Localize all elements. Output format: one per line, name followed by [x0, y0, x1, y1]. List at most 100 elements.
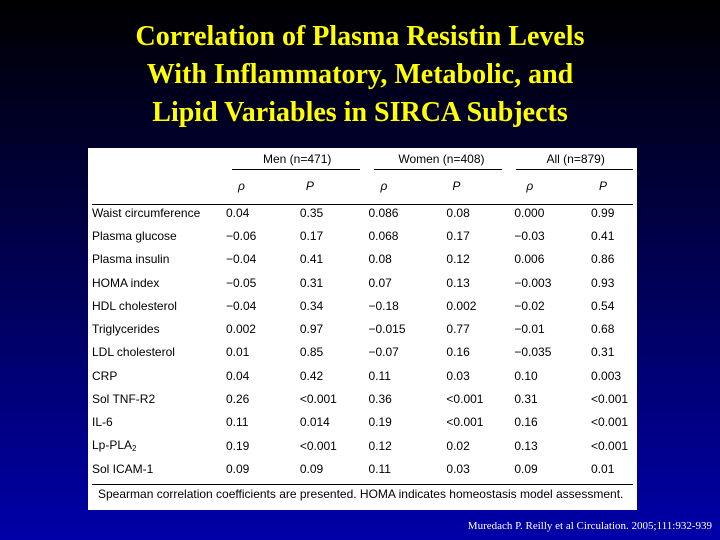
table-row: Plasma glucose −0.06 0.17 0.068 0.17 −0.03 0.4…: [92, 224, 637, 247]
cell-p-men: 0.34: [299, 298, 324, 313]
cell-p-all: 0.93: [591, 275, 615, 290]
cell-p-men: 0.35: [299, 205, 324, 220]
cell-p-women: 0.77: [446, 322, 470, 337]
row-label: Waist circumference: [92, 205, 201, 220]
cell-rho-all: −0.02: [514, 298, 545, 313]
cell-p-all: 0.86: [591, 252, 615, 267]
row-label: Plasma glucose: [92, 228, 177, 243]
title-line-2: With Inflammatory, Metabolic, and: [146, 59, 574, 90]
cell-p-all: <0.001: [591, 438, 629, 453]
cell-rho-all: −0.01: [514, 322, 545, 337]
table-row: CRP 0.04 0.42 0.11 0.03 0.10 0.003: [92, 364, 637, 387]
row-label: HOMA index: [92, 275, 160, 290]
cell-rho-women: 0.36: [368, 392, 392, 407]
cell-rho-men: 0.09: [225, 461, 250, 476]
cell-rho-men: 0.01: [225, 345, 250, 360]
cell-p-women: 0.16: [446, 345, 470, 360]
cell-p-all: <0.001: [591, 415, 629, 430]
cell-rho-women: 0.08: [368, 252, 392, 267]
cell-p-women: 0.17: [446, 228, 470, 243]
table-row: Plasma insulin −0.04 0.41 0.08 0.12 0.006 0.86: [92, 248, 637, 271]
cell-rho-all: 0.09: [514, 461, 538, 476]
cell-rho-women: −0.015: [368, 322, 406, 337]
group-header-row: Men (n=471) Women (n=408) All (n=879): [92, 148, 637, 170]
cell-rho-men: −0.06: [225, 228, 257, 243]
row-label: IL-6: [92, 415, 113, 430]
cell-p-men: 0.31: [299, 275, 324, 290]
cell-rho-all: −0.03: [514, 228, 545, 243]
cell-p-men: 0.85: [299, 345, 324, 360]
cell-rho-women: 0.12: [368, 438, 392, 453]
cell-rho-women: 0.11: [368, 368, 391, 383]
cell-rho-all: 0.10: [514, 368, 538, 383]
table-row: Lp-PLA2 0.19 <0.001 0.12 0.02 0.13 <0.001: [92, 434, 637, 457]
subheader-rho-all: ρ: [526, 178, 534, 193]
cell-p-women: 0.13: [446, 275, 470, 290]
table-bottom-rule: [92, 484, 633, 485]
correlation-table-panel: Men (n=471) Women (n=408) All (n=879) ρ …: [88, 148, 637, 510]
group-rule-women: [374, 169, 502, 170]
cell-p-women: 0.02: [446, 438, 470, 453]
cell-p-men: 0.41: [299, 252, 324, 267]
cell-rho-women: 0.11: [368, 461, 391, 476]
group-header-men: Men (n=471): [263, 152, 332, 166]
correlation-table: Men (n=471) Women (n=408) All (n=879) ρ …: [92, 148, 637, 481]
cell-p-all: 0.41: [591, 228, 615, 243]
cell-rho-men: 0.19: [225, 438, 250, 453]
cell-rho-men: 0.11: [225, 415, 249, 430]
cell-p-all: 0.68: [591, 322, 615, 337]
row-label: CRP: [92, 368, 118, 383]
cell-p-women: 0.03: [446, 461, 470, 476]
cell-rho-all: −0.035: [514, 345, 552, 360]
cell-rho-all: −0.003: [514, 275, 552, 290]
row-label: Plasma insulin: [92, 252, 170, 267]
group-header-women: Women (n=408): [398, 152, 485, 166]
cell-p-men: <0.001: [299, 392, 337, 407]
cell-rho-women: 0.086: [368, 205, 399, 220]
subheader-rho-men: ρ: [237, 178, 245, 193]
cell-p-all: 0.54: [591, 298, 615, 313]
cell-p-men: 0.17: [299, 228, 324, 243]
row-label: Sol TNF-R2: [92, 392, 156, 407]
cell-rho-all: 0.006: [514, 252, 545, 267]
citation: Muredach P. Reilly et al Circulation. 20…: [467, 520, 712, 532]
cell-rho-all: 0.000: [514, 205, 545, 220]
cell-rho-men: −0.04: [225, 298, 257, 313]
group-header-all: All (n=879): [546, 152, 605, 166]
cell-p-all: 0.31: [591, 345, 615, 360]
cell-rho-all: 0.16: [514, 415, 538, 430]
cell-rho-women: 0.19: [368, 415, 392, 430]
cell-p-all: <0.001: [591, 392, 629, 407]
cell-rho-men: 0.002: [225, 322, 256, 337]
title-line-3: Lipid Variables in SIRCA Subjects: [152, 97, 568, 128]
table-row: LDL cholesterol 0.01 0.85 −0.07 0.16 −0.035 0.…: [92, 341, 637, 364]
cell-rho-women: 0.068: [368, 228, 399, 243]
table-row: HOMA index −0.05 0.31 0.07 0.13 −0.003 0.93: [92, 271, 637, 294]
row-label: HDL cholesterol: [92, 298, 177, 313]
row-label: Lp-PLA2: [92, 438, 137, 454]
table-row: Waist circumference 0.04 0.35 0.086 0.08 0.00…: [92, 201, 637, 224]
header-bottom-rule: [92, 204, 633, 205]
cell-p-women: 0.03: [446, 368, 470, 383]
title-line-1: Correlation of Plasma Resistin Levels: [135, 21, 585, 52]
group-rule-men: [232, 169, 360, 170]
subheader-row: ρ P ρ P ρ P: [92, 170, 637, 201]
cell-rho-men: −0.05: [225, 275, 257, 290]
cell-p-men: 0.014: [299, 415, 330, 430]
cell-rho-men: 0.04: [225, 205, 250, 220]
cell-rho-men: −0.04: [225, 252, 257, 267]
cell-rho-women: −0.18: [368, 298, 399, 313]
cell-p-women: 0.12: [446, 252, 470, 267]
cell-p-men: <0.001: [299, 438, 337, 453]
cell-rho-men: 0.26: [225, 392, 250, 407]
group-rule-all: [516, 169, 633, 170]
table-body: Waist circumference 0.04 0.35 0.086 0.08 0.00…: [92, 201, 637, 481]
cell-p-men: 0.97: [299, 322, 324, 337]
table-row: IL-6 0.11 0.014 0.19 <0.001 0.16 <0.001: [92, 411, 637, 434]
cell-rho-all: 0.31: [514, 392, 538, 407]
row-label: Triglycerides: [92, 322, 160, 337]
cell-p-women: 0.002: [446, 298, 477, 313]
cell-p-women: 0.08: [446, 205, 470, 220]
cell-rho-women: 0.07: [368, 275, 392, 290]
cell-p-women: <0.001: [446, 415, 484, 430]
